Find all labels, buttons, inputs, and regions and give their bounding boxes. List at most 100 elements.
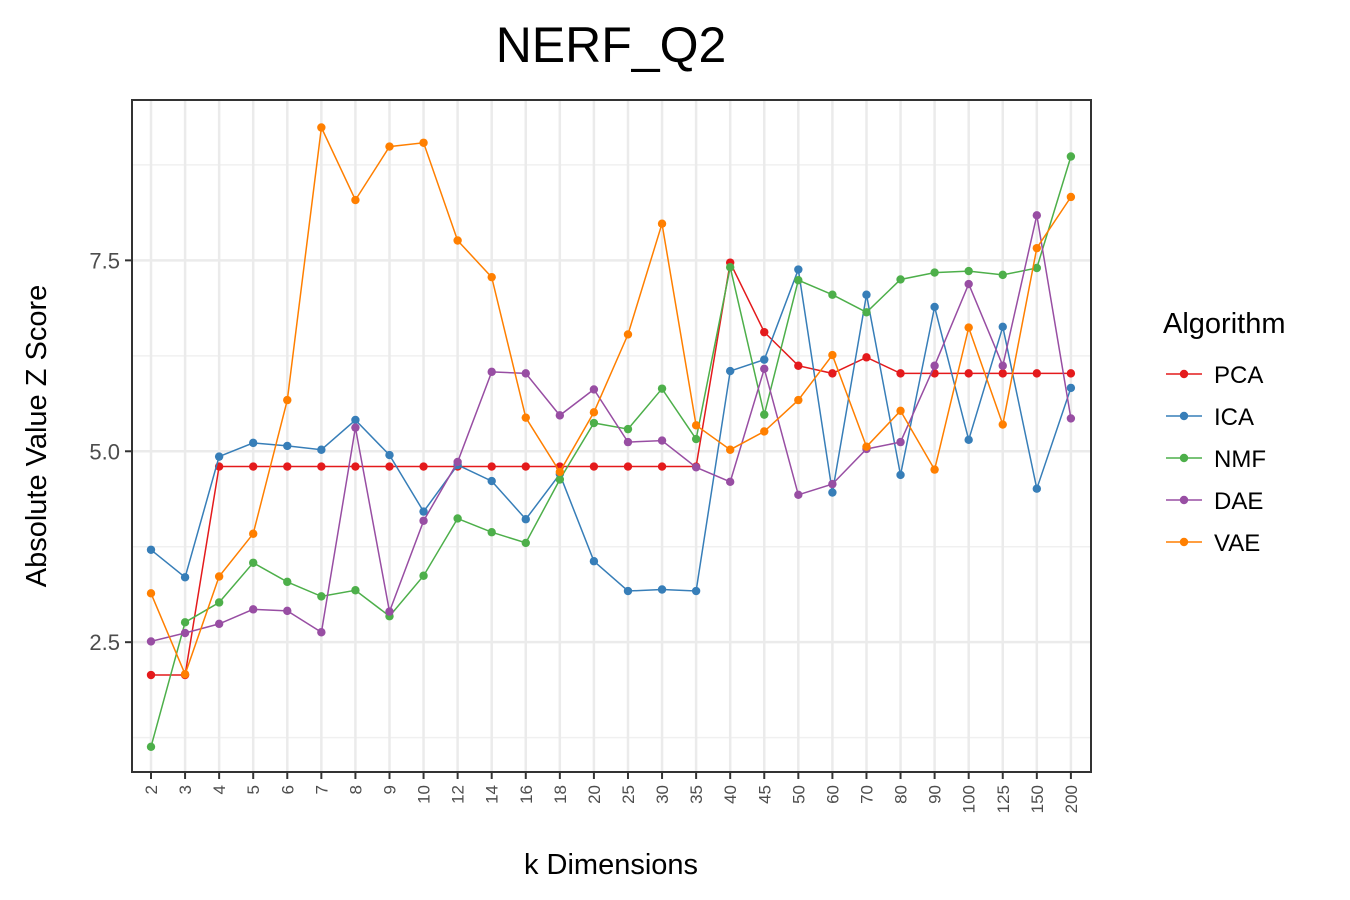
data-point-vae <box>964 323 973 332</box>
x-tick-label: 6 <box>278 785 297 794</box>
data-point-ica <box>930 302 939 312</box>
data-point-dae <box>964 279 973 289</box>
data-point-vae <box>487 272 496 282</box>
data-point-vae <box>317 123 326 132</box>
data-point-dae <box>317 628 326 637</box>
data-point-nmf <box>794 276 803 285</box>
data-point-vae <box>862 442 871 451</box>
data-point-pca <box>760 327 769 337</box>
x-tick-label: 90 <box>926 785 945 804</box>
data-point-ica <box>521 515 530 524</box>
data-point-ica <box>657 585 667 594</box>
data-point-ica <box>896 470 905 480</box>
legend-key-point <box>1179 537 1189 547</box>
data-point-vae <box>214 572 224 581</box>
x-tick-label: 60 <box>823 785 842 804</box>
data-point-vae <box>453 236 462 245</box>
data-point-ica <box>249 438 258 448</box>
series-line-pca <box>151 260 1071 676</box>
data-point-dae <box>146 637 156 646</box>
data-point-nmf <box>964 266 973 276</box>
data-point-nmf <box>760 410 769 419</box>
data-point-nmf <box>180 618 190 627</box>
data-point-ica <box>146 545 156 554</box>
data-point-pca <box>998 369 1007 378</box>
data-point-nmf <box>317 592 326 601</box>
data-point-ica <box>998 322 1007 331</box>
data-point-vae <box>896 406 905 415</box>
x-tick-label: 18 <box>551 785 570 804</box>
data-point-pca <box>385 462 394 471</box>
data-point-dae <box>555 411 565 420</box>
data-point-vae <box>930 465 939 474</box>
plot-panel: 2.55.07.52 3 4 5 6 7 8 9 10 12 14 16 18 20 25 30 35 40 45 5… <box>89 99 1092 813</box>
data-point-dae <box>1032 211 1042 220</box>
data-point-pca <box>249 462 258 471</box>
x-tick-label: 2 <box>142 785 161 794</box>
data-point-dae <box>623 437 633 447</box>
x-axis-title: k Dimensions <box>524 849 698 881</box>
chart-title: NERF_Q2 <box>496 17 727 73</box>
data-point-pca <box>487 462 496 471</box>
data-point-ica <box>828 488 837 497</box>
data-point-dae <box>691 463 701 472</box>
data-point-nmf <box>1032 263 1042 273</box>
legend-label: VAE <box>1214 530 1260 557</box>
data-point-nmf <box>828 290 837 299</box>
data-point-nmf <box>998 270 1007 280</box>
data-point-pca <box>1066 369 1076 378</box>
data-point-vae <box>998 420 1007 429</box>
legend-label: DAE <box>1214 488 1263 515</box>
data-point-ica <box>589 557 599 566</box>
x-tick-label: 10 <box>415 785 434 804</box>
x-tick-label: 70 <box>857 785 876 804</box>
data-point-dae <box>896 437 905 447</box>
series-line-dae <box>150 215 1072 643</box>
data-point-pca <box>317 462 326 471</box>
data-point-dae <box>180 628 190 638</box>
x-tick-label: 25 <box>619 785 638 804</box>
legend-label: ICA <box>1214 404 1254 431</box>
legend-item-pca: PCA <box>1166 362 1263 389</box>
data-point-nmf <box>214 598 224 607</box>
data-point-ica <box>760 355 769 364</box>
data-point-nmf <box>691 434 701 444</box>
data-point-dae <box>657 436 667 445</box>
x-tick-label: 14 <box>483 785 502 804</box>
data-point-nmf <box>623 424 633 434</box>
data-point-ica <box>419 507 428 516</box>
data-point-vae <box>146 589 156 598</box>
data-point-ica <box>351 415 360 425</box>
x-tick-label: 7 <box>312 785 331 794</box>
y-tick-label: 5.0 <box>89 439 120 464</box>
data-point-ica <box>214 452 224 461</box>
data-point-nmf <box>589 418 599 428</box>
series-line-vae <box>150 124 1072 677</box>
data-point-vae <box>351 195 360 205</box>
x-tick-label: 35 <box>687 785 706 804</box>
data-point-ica <box>794 265 803 274</box>
legend-key-point <box>1179 411 1189 421</box>
data-point-vae <box>555 467 565 477</box>
data-point-pca <box>623 462 633 471</box>
data-point-pca <box>862 353 871 362</box>
data-point-pca <box>419 462 428 471</box>
data-point-vae <box>180 670 190 679</box>
data-point-pca <box>828 369 837 378</box>
x-tick-label: 3 <box>176 785 195 794</box>
data-point-nmf <box>419 571 428 580</box>
data-point-nmf <box>146 742 156 751</box>
data-point-ica <box>862 290 871 299</box>
x-tick-label: 40 <box>721 785 740 804</box>
data-point-vae <box>760 427 769 436</box>
series-line-ica <box>150 266 1072 592</box>
legend-label: NMF <box>1214 446 1266 473</box>
data-point-vae <box>283 395 292 405</box>
data-point-vae <box>657 219 667 228</box>
data-point-vae <box>1066 192 1076 202</box>
data-point-pca <box>521 462 530 471</box>
x-tick-label: 4 <box>210 785 229 794</box>
data-point-dae <box>930 361 939 370</box>
data-point-vae <box>249 529 258 538</box>
x-tick-label: 16 <box>517 785 536 804</box>
